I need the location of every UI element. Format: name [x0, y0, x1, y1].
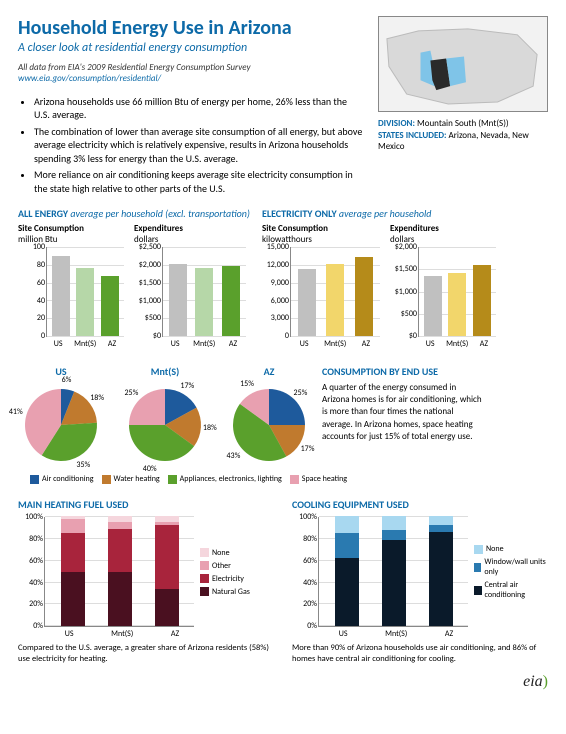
- consumption-title: CONSUMPTION BY END USE: [322, 365, 482, 378]
- bottom-row: MAIN HEATING FUEL USED0%20%40%60%80%100%…: [18, 498, 548, 664]
- footer: eia): [18, 672, 548, 691]
- eia-logo: eia): [523, 673, 548, 690]
- division-label: DIVISION:: [378, 118, 415, 129]
- heating-col: MAIN HEATING FUEL USED0%20%40%60%80%100%…: [18, 498, 274, 664]
- map-svg: [379, 17, 547, 112]
- consumption-text: A quarter of the energy consumed in Ariz…: [322, 382, 482, 443]
- us-map: [378, 16, 548, 112]
- map-panel: DIVISION: Mountain South (Mnt(S)) STATES…: [378, 16, 548, 153]
- division-value: Mountain South (Mnt(S)): [417, 118, 509, 129]
- states-label: STATES INCLUDED:: [378, 130, 446, 141]
- pies-row: US6%18%35%41%Mnt(S)17%18%40%25%AZ25%17%4…: [18, 365, 548, 468]
- bullet-item: More reliance on air conditioning keeps …: [34, 168, 364, 195]
- consumption-block: CONSUMPTION BY END USE A quarter of the …: [322, 365, 482, 468]
- cooling-col: COOLING EQUIPMENT USED0%20%40%60%80%100%…: [292, 498, 548, 664]
- bullet-item: Arizona households use 66 million Btu of…: [34, 95, 364, 122]
- bar-charts-row: ALL ENERGY average per household (excl. …: [18, 207, 548, 349]
- key-bullets: Arizona households use 66 million Btu of…: [34, 95, 364, 196]
- bullet-item: The combination of lower than average si…: [34, 125, 364, 166]
- source-text: All data from EIA's 2009 Residential Ene…: [18, 62, 251, 73]
- pie-legend: Air conditioningWater heatingAppliances,…: [30, 474, 548, 484]
- source-link[interactable]: www.eia.gov/consumption/residential/: [18, 73, 161, 84]
